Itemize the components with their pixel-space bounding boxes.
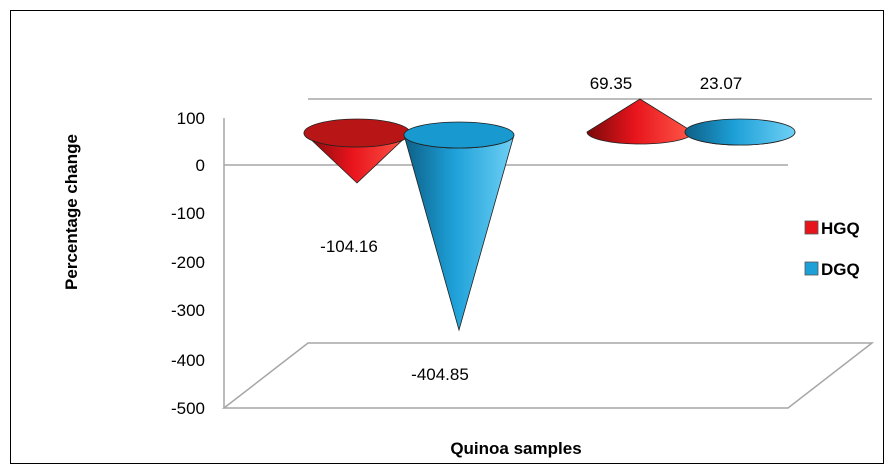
y-tick-label: -400 xyxy=(171,351,205,370)
y-axis-title: Percentage change xyxy=(62,134,81,290)
cone-dgq-1 xyxy=(403,121,515,332)
legend: HGQ DGQ xyxy=(804,219,860,279)
cone-body xyxy=(403,134,515,332)
y-tick-label: 0 xyxy=(196,156,205,175)
data-label: 69.35 xyxy=(590,74,633,93)
x-axis-title: Quinoa samples xyxy=(450,439,581,458)
cone-dgq-2 xyxy=(684,118,796,146)
y-tick-label: -300 xyxy=(171,301,205,320)
y-tick-label: 100 xyxy=(177,109,205,128)
cone-hgq-1 xyxy=(303,118,411,184)
data-labels: -104.16 -404.85 69.35 23.07 xyxy=(320,74,742,384)
legend-label-dgq: DGQ xyxy=(821,260,860,279)
cone-hgq-2 xyxy=(586,98,694,145)
data-label: 23.07 xyxy=(700,74,743,93)
floor-panel xyxy=(221,342,875,409)
y-axis-ticks: 100 0 -100 -200 -300 -400 -500 xyxy=(171,109,205,418)
legend-swatch-hgq xyxy=(804,220,819,235)
y-tick-label: -200 xyxy=(171,253,205,272)
data-label: -104.16 xyxy=(320,237,378,256)
cone-body xyxy=(586,98,694,145)
plot-area xyxy=(221,98,875,409)
legend-label-hgq: HGQ xyxy=(821,219,860,238)
legend-swatch-dgq xyxy=(804,261,819,276)
y-tick-label: -100 xyxy=(171,204,205,223)
cone-top xyxy=(403,121,515,149)
cone-top xyxy=(303,118,411,148)
y-tick-label: -500 xyxy=(171,399,205,418)
data-label: -404.85 xyxy=(411,365,469,384)
chart-marks xyxy=(303,98,796,332)
cone-top xyxy=(684,118,796,146)
